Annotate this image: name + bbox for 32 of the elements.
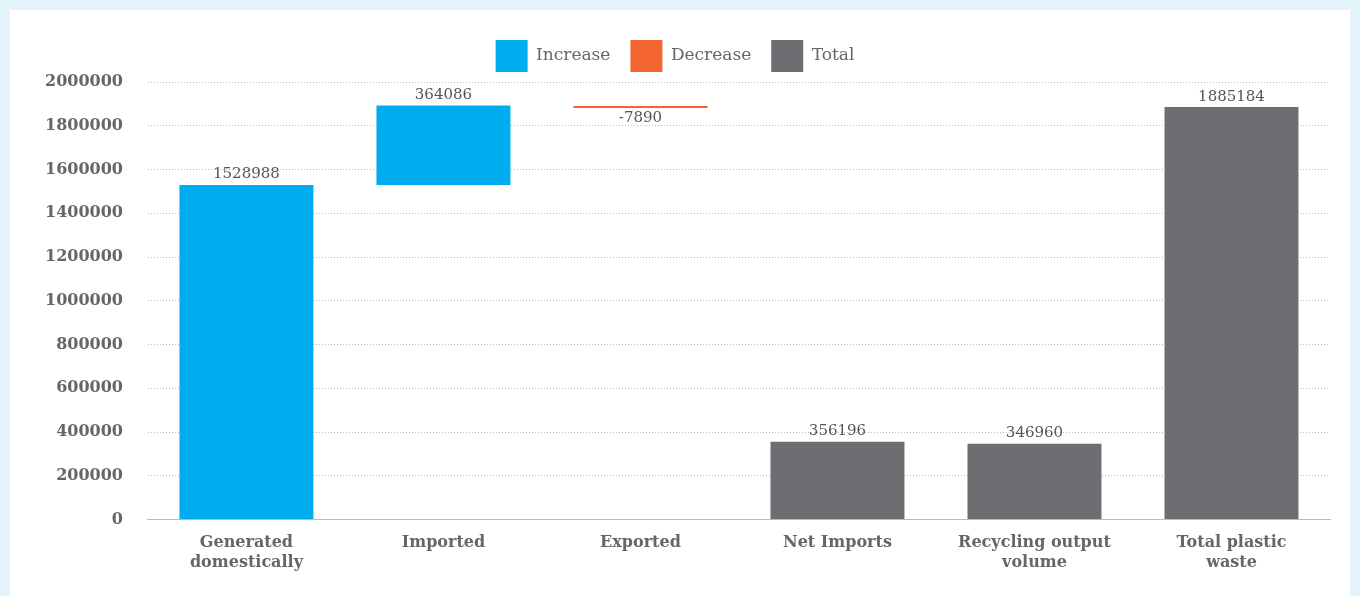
x-tick-label: Exported [600, 532, 681, 552]
data-label: 1528988 [213, 164, 280, 183]
y-tick-label: 1800000 [44, 114, 123, 134]
y-tick-label: 200000 [56, 465, 123, 484]
bar [1164, 107, 1299, 520]
data-label: 356196 [808, 421, 867, 440]
data-label: 364086 [414, 84, 473, 103]
y-tick-label: 1400000 [44, 202, 123, 222]
x-tick-label: Recycling output volume [958, 532, 1112, 571]
x-tick-label: Net Imports [783, 532, 892, 552]
bar [376, 105, 511, 186]
x-tick-label: Total plastic waste [1176, 532, 1287, 571]
y-tick-label: 1000000 [44, 289, 123, 309]
x-tick-label: Imported [401, 532, 486, 552]
x-tick-label: Generated domestically [189, 532, 304, 571]
y-tick-label: 1600000 [44, 158, 123, 178]
y-tick-label: 400000 [56, 421, 123, 441]
bar [573, 106, 708, 109]
bar [967, 443, 1102, 520]
data-label: 1885184 [1198, 86, 1265, 105]
y-tick-label: 800000 [56, 333, 123, 353]
legend-label: Decrease [670, 44, 752, 65]
legend-label: Increase [536, 44, 611, 65]
legend-label: Total [811, 44, 855, 65]
y-tick-label: 1200000 [44, 246, 123, 266]
y-tick-label: 600000 [56, 377, 123, 397]
data-label: 346960 [1005, 423, 1064, 442]
data-label: -7890 [618, 107, 663, 126]
bar [179, 185, 314, 520]
y-tick-label: 0 [111, 508, 123, 528]
bar [770, 441, 905, 520]
y-tick-label: 2000000 [44, 71, 123, 91]
